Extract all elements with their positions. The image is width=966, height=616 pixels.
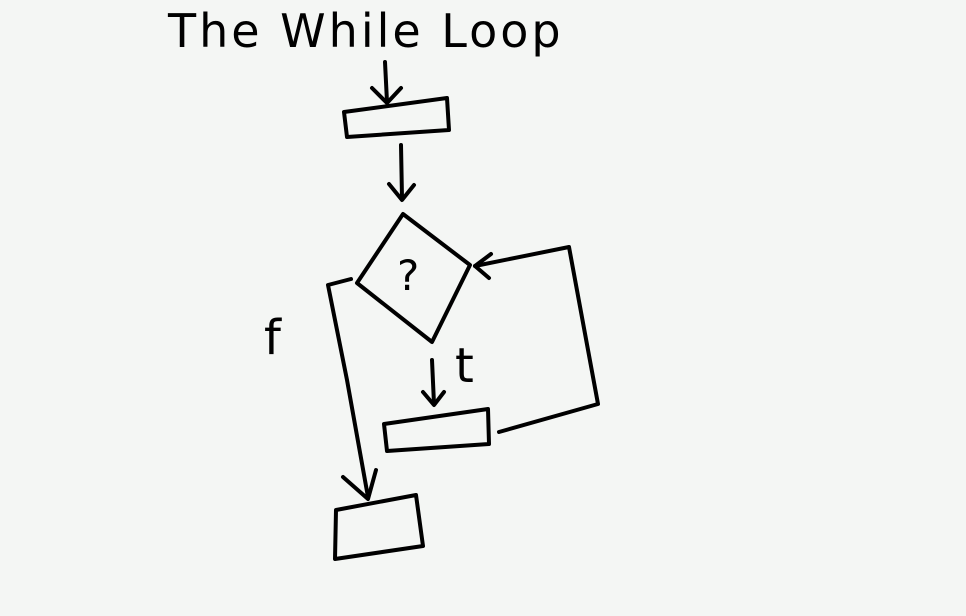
false-branch-arrow: [326, 277, 378, 501]
true-label: t: [455, 338, 474, 394]
decision-diamond: [355, 212, 472, 344]
decision-label: ?: [397, 251, 419, 300]
arrow-to-decision: [387, 143, 416, 202]
diagram-title: The While Loop: [167, 4, 564, 58]
true-branch-arrow: [421, 358, 446, 407]
entry-arrow: [370, 60, 403, 105]
false-label: f: [264, 310, 282, 366]
initial-statement-box: [342, 96, 451, 139]
loop-back-arrow: [473, 245, 600, 434]
exit-statement-box: [333, 493, 425, 561]
loop-body-box: [382, 407, 491, 453]
